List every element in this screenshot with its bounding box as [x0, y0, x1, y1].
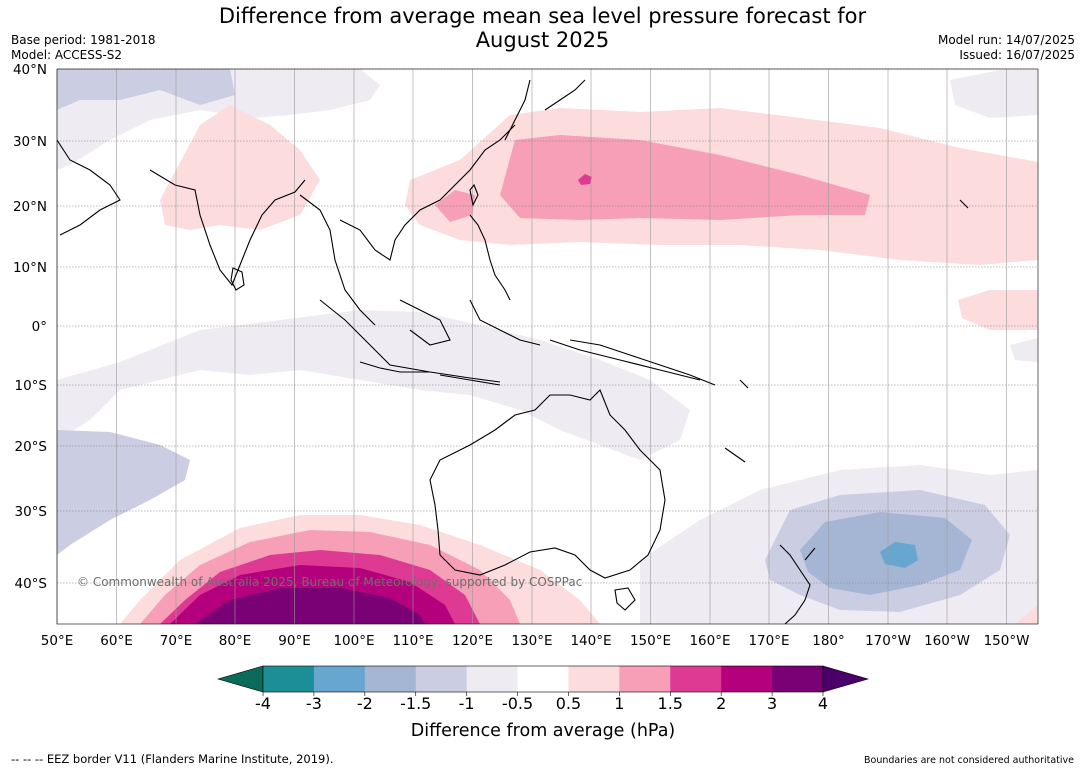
anomaly-region-southeast-minimum	[880, 542, 918, 568]
latitude-label: 30°N	[13, 134, 47, 150]
latitude-label: 0°	[32, 319, 47, 335]
coast-australia	[429, 389, 666, 579]
latitude-labels: 40°N 30°N 20°N 10°N 0° 10°S 20°S 30°S 40°S	[13, 62, 47, 592]
colorbar-segment	[364, 666, 417, 692]
colorbar-segment	[721, 666, 773, 692]
colorbar-tick-label: -0.5	[502, 694, 533, 713]
latitude-label: 10°S	[15, 378, 48, 394]
anomaly-region-north-pacific-moderate-positive	[500, 135, 870, 220]
coastlines	[57, 79, 969, 624]
colorbar-segment	[670, 666, 722, 692]
anomaly-region-east-equatorial-negative	[1010, 338, 1038, 362]
longitude-label: 170°E	[748, 633, 789, 649]
colorbar-frame	[262, 665, 824, 693]
colorbar-tick-label: -1.5	[400, 694, 431, 713]
colorbar-tick-label: -1	[459, 694, 475, 713]
colorbar-tick-label: -4	[255, 694, 271, 713]
colorbar-segment	[619, 666, 671, 692]
model-name: Model: ACCESS-S2	[11, 48, 123, 62]
longitude-label: 100°E	[333, 633, 374, 649]
anomaly-region-southwest-negative	[57, 430, 190, 555]
coast-taiwan	[469, 183, 479, 207]
anomaly-region-south-china-sea-positive	[435, 190, 475, 222]
anomaly-region-north-pacific-peak	[578, 174, 592, 185]
coast-japan	[504, 79, 586, 141]
longitude-label: 120°E	[452, 633, 493, 649]
longitude-label: 170°W	[865, 633, 911, 649]
longitude-label: 50°E	[41, 633, 73, 649]
colorbar-tick-label: 1	[614, 694, 624, 713]
coast-philippines	[469, 214, 511, 301]
coast-new-guinea	[569, 339, 716, 386]
eez-border-note: -- -- -- EEZ border V11 (Flanders Marine…	[11, 752, 334, 766]
coast-tasmania	[614, 587, 636, 611]
longitude-label: 90°E	[278, 633, 310, 649]
longitude-labels: 50°E 60°E 70°E 80°E 90°E 100°E 110°E 120°E 130°E…	[41, 633, 1030, 649]
pressure-anomaly-shading	[57, 69, 1038, 624]
anomaly-region-east-pacific-positive	[958, 290, 1038, 330]
latitude-label: 30°S	[15, 504, 48, 520]
model-info: Base period: 1981-2018 Model: ACCESS-S2	[11, 33, 156, 63]
graticule	[56, 68, 1038, 624]
anomaly-region-northeast-negative	[950, 70, 1038, 118]
model-run-date: Model run: 14/07/2025	[937, 33, 1075, 47]
latitude-label: 10°N	[13, 260, 47, 276]
colorbar-segment	[772, 666, 824, 692]
colorbar-tick-label: -3	[306, 694, 322, 713]
colorbar-tick-label: 3	[767, 694, 777, 713]
longitude-label: 60°E	[100, 633, 132, 649]
coast-arabia-india	[57, 139, 306, 287]
colorbar-segment	[263, 666, 315, 692]
colorbar-segment	[313, 666, 366, 692]
longitude-label: 130°E	[511, 633, 552, 649]
colorbar-segment	[568, 666, 620, 692]
longitude-label: 140°E	[570, 633, 611, 649]
coast-sri-lanka	[230, 267, 245, 291]
map-title: Difference from average mean sea level p…	[0, 4, 1085, 52]
coast-southeast-asia	[299, 124, 516, 326]
anomaly-region-india-positive	[160, 105, 320, 230]
longitude-label: 160°E	[689, 633, 730, 649]
coast-maritime-continent	[319, 299, 701, 383]
latitude-label: 20°S	[15, 439, 48, 455]
anomaly-region-north-india-negative	[57, 69, 235, 110]
map-title-line-1: Difference from average mean sea level p…	[218, 4, 867, 28]
colorbar-tick-label: 2	[716, 694, 726, 713]
boundaries-disclaimer: Boundaries are not considered authoritat…	[864, 755, 1074, 766]
coast-new-zealand	[779, 544, 816, 624]
colorbar-tick-label: 1.5	[658, 694, 683, 713]
anomaly-region-southwest-pacific-positive	[1015, 605, 1038, 624]
base-period: Base period: 1981-2018	[11, 33, 156, 47]
colorbar-tick-label: -2	[357, 694, 373, 713]
map-title-line-2: August 2025	[475, 28, 610, 52]
longitude-label: 150°E	[630, 633, 671, 649]
longitude-label: 180°	[812, 633, 845, 649]
longitude-label: 80°E	[219, 633, 251, 649]
colorbar-high-extension	[822, 665, 870, 693]
colorbar-low-extension	[216, 665, 264, 693]
run-info: Model run: 14/07/2025 Issued: 16/07/2025	[938, 33, 1075, 63]
anomaly-region-southern-ocean-maximum	[195, 588, 425, 624]
colorbar: -4 -3 -2 -1.5 -1 -0.5 0.5 1 1.5 2 3 4	[216, 665, 870, 713]
colorbar-tick-label: 4	[818, 694, 828, 713]
colorbar-segment	[517, 666, 569, 692]
copyright-notice: © Commonwealth of Australia 2025, Bureau…	[77, 575, 583, 589]
colorbar-tick-label: 0.5	[556, 694, 581, 713]
latitude-label: 40°S	[15, 576, 48, 592]
coast-indonesia-islands	[359, 361, 501, 386]
colorbar-segment	[415, 666, 467, 692]
colorbar-segment	[466, 666, 518, 692]
latitude-label: 40°N	[13, 62, 47, 78]
longitude-label: 110°E	[392, 633, 433, 649]
longitude-label: 70°E	[160, 633, 192, 649]
map-frame	[56, 68, 1039, 625]
coast-south-pacific-islands	[724, 199, 969, 463]
longitude-label: 160°W	[924, 633, 970, 649]
longitude-label: 150°W	[984, 633, 1030, 649]
issued-date: Issued: 16/07/2025	[959, 48, 1075, 62]
colorbar-title: Difference from average (hPa)	[411, 721, 676, 741]
latitude-label: 20°N	[13, 199, 47, 215]
